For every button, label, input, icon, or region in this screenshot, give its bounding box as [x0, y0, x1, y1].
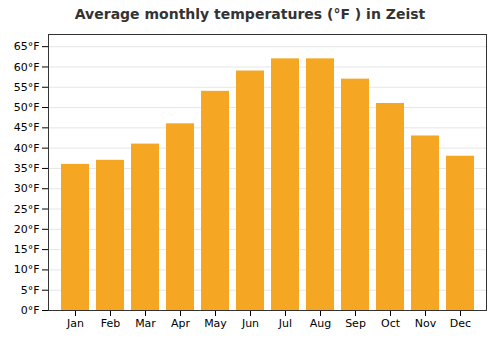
svg-text:0°F: 0°F [21, 304, 40, 317]
svg-text:50°F: 50°F [14, 101, 40, 114]
svg-text:Jun: Jun [241, 317, 259, 330]
html-text:Average monthly temperatures (: Average monthly temperatures (°F ) in Ze… [74, 6, 426, 22]
svg-text:Dec: Dec [450, 317, 471, 330]
svg-text:30°F: 30°F [14, 182, 40, 195]
svg-text:55°F: 55°F [14, 81, 40, 94]
svg-text:Jan: Jan [66, 317, 84, 330]
svg-text:Sep: Sep [345, 317, 366, 330]
svg-text:10°F: 10°F [14, 263, 40, 276]
svg-text:Feb: Feb [101, 317, 120, 330]
svg-text:15°F: 15°F [14, 243, 40, 256]
svg-text:Nov: Nov [415, 317, 437, 330]
svg-text:Aug: Aug [310, 317, 331, 330]
svg-text:60°F: 60°F [14, 60, 40, 73]
svg-text:40°F: 40°F [14, 142, 40, 155]
svg-text:25°F: 25°F [14, 203, 40, 216]
svg-text:Oct: Oct [381, 317, 401, 330]
svg-text:20°F: 20°F [14, 223, 40, 236]
svg-text:45°F: 45°F [14, 121, 40, 134]
svg-text:Apr: Apr [171, 317, 191, 330]
svg-text:5°F: 5°F [21, 284, 40, 297]
svg-text:Jul: Jul [278, 317, 292, 330]
svg-text:Mar: Mar [135, 317, 156, 330]
svg-text:35°F: 35°F [14, 162, 40, 175]
svg-text:May: May [204, 317, 227, 330]
svg-text:65°F: 65°F [14, 40, 40, 53]
